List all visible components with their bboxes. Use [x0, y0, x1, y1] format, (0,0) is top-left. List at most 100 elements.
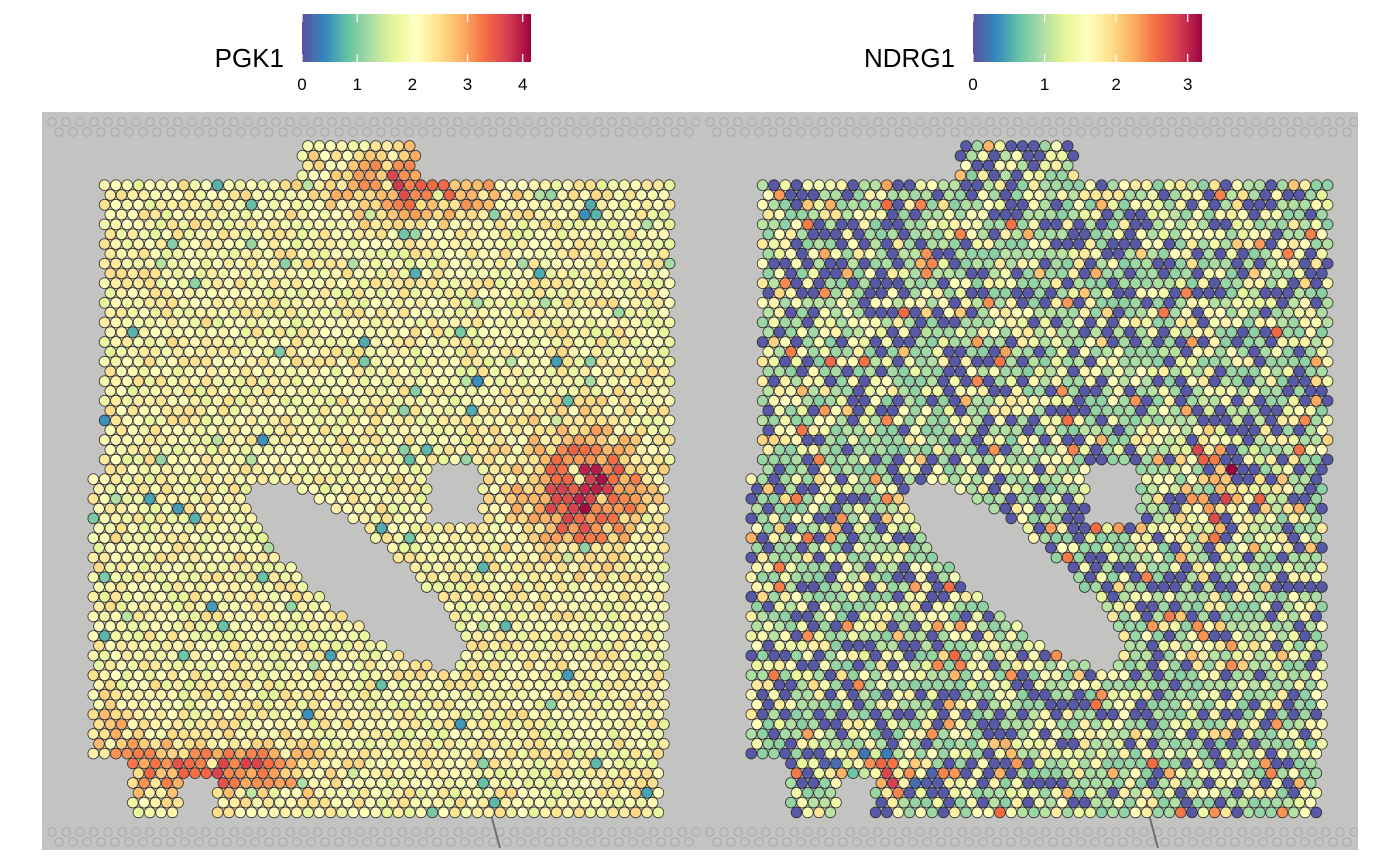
spot-ndrg1: [977, 385, 989, 397]
spot-pgk1: [613, 502, 625, 515]
spot-pgk1: [183, 326, 196, 338]
spot-ndrg1: [768, 218, 780, 231]
fiducial-dot: [684, 127, 694, 137]
spot-pgk1: [550, 238, 563, 250]
spot-pgk1: [426, 355, 439, 368]
spot-ndrg1: [1067, 150, 1080, 162]
spot-ndrg1: [773, 306, 786, 319]
spot-pgk1: [516, 355, 529, 368]
spot-pgk1: [392, 159, 405, 172]
spot-ndrg1: [768, 199, 780, 211]
spot-pgk1: [590, 228, 602, 240]
spot-pgk1: [375, 169, 388, 182]
spot-ndrg1: [1220, 434, 1232, 446]
spot-pgk1: [567, 365, 580, 378]
spot-pgk1: [217, 522, 230, 534]
spot-ndrg1: [1287, 395, 1300, 407]
spot-pgk1: [539, 512, 552, 525]
spot-ndrg1: [1276, 434, 1289, 446]
spot-ndrg1: [830, 248, 842, 260]
spot-ndrg1: [892, 336, 904, 348]
spot-ndrg1: [1028, 434, 1040, 446]
spot-ndrg1: [1028, 238, 1040, 250]
spot-pgk1: [567, 640, 580, 652]
spot-pgk1: [511, 777, 523, 789]
spot-ndrg1: [1265, 218, 1277, 231]
spot-ndrg1: [819, 365, 831, 378]
fiducial-dot: [964, 127, 974, 137]
spot-ndrg1: [1056, 424, 1068, 436]
spot-pgk1: [398, 267, 410, 280]
colorbar-tick-label-pgk1: 3: [463, 75, 472, 94]
spot-ndrg1: [1169, 444, 1181, 456]
spot-pgk1: [539, 689, 552, 701]
spot-ndrg1: [1237, 346, 1249, 358]
spot-pgk1: [223, 493, 235, 505]
spot-pgk1: [528, 179, 540, 191]
spot-pgk1: [567, 208, 580, 221]
spot-pgk1: [454, 718, 467, 730]
spot-pgk1: [110, 747, 122, 760]
spot-pgk1: [375, 502, 388, 515]
spot-pgk1: [460, 806, 472, 819]
spot-pgk1: [341, 385, 354, 397]
spot-ndrg1: [982, 159, 995, 172]
spot-pgk1: [302, 689, 314, 701]
spot-pgk1: [500, 248, 512, 260]
spot-pgk1: [223, 414, 235, 427]
spot-pgk1: [240, 718, 252, 730]
spot-pgk1: [93, 542, 105, 554]
fiducial-dot: [985, 827, 995, 837]
fiducial-dot: [1020, 127, 1030, 137]
spot-ndrg1: [1321, 199, 1334, 211]
spot-ndrg1: [1186, 257, 1198, 270]
spot-pgk1: [437, 257, 450, 270]
spot-pgk1: [420, 385, 433, 397]
spot-pgk1: [245, 453, 258, 466]
spot-pgk1: [364, 522, 376, 534]
spot-pgk1: [177, 277, 190, 289]
fiducial-dot: [1013, 827, 1023, 837]
spot-pgk1: [596, 395, 608, 407]
spot-pgk1: [528, 434, 540, 446]
spot-pgk1: [387, 757, 399, 770]
spot-ndrg1: [1248, 287, 1260, 299]
spot-pgk1: [98, 473, 111, 485]
fiducial-dot: [215, 827, 225, 837]
spot-pgk1: [511, 267, 523, 280]
spot-pgk1: [437, 767, 450, 779]
spot-pgk1: [364, 267, 376, 280]
spot-pgk1: [358, 395, 371, 407]
spot-ndrg1: [1214, 208, 1227, 221]
spot-pgk1: [144, 767, 156, 779]
spot-pgk1: [618, 689, 631, 701]
spot-pgk1: [166, 493, 179, 505]
spot-ndrg1: [960, 238, 972, 250]
spot-ndrg1: [819, 306, 831, 319]
spot-pgk1: [251, 561, 263, 574]
spot-pgk1: [279, 336, 292, 348]
spot-pgk1: [217, 561, 230, 574]
spot-pgk1: [200, 512, 213, 525]
spot-pgk1: [505, 414, 518, 427]
spot-pgk1: [274, 600, 286, 613]
spot-pgk1: [166, 257, 179, 270]
spot-ndrg1: [847, 336, 859, 348]
fiducial-dot: [873, 827, 883, 837]
spot-ndrg1: [756, 238, 769, 250]
spot-pgk1: [319, 326, 331, 338]
fiducial-dot: [1216, 837, 1226, 847]
spot-pgk1: [121, 708, 133, 721]
spot-ndrg1: [1208, 179, 1221, 191]
spot-pgk1: [477, 659, 489, 672]
spot-pgk1: [121, 199, 133, 211]
spot-ndrg1: [982, 297, 995, 309]
spot-pgk1: [194, 248, 207, 260]
spot-pgk1: [127, 346, 139, 358]
spot-pgk1: [110, 218, 122, 231]
spot-pgk1: [138, 189, 150, 201]
spot-ndrg1: [965, 346, 978, 358]
spot-pgk1: [268, 238, 280, 250]
spot-pgk1: [336, 453, 348, 466]
spot-pgk1: [324, 434, 337, 446]
